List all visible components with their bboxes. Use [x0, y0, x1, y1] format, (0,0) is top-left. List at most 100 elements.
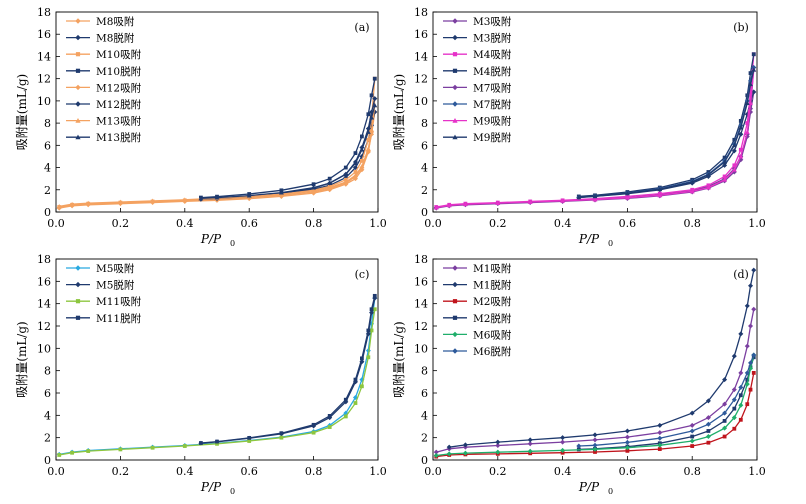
data-point	[353, 377, 358, 382]
y-tick-label: 18	[414, 253, 428, 266]
x-axis-title: P/P	[200, 232, 222, 246]
legend-item: M13脱附	[66, 131, 142, 144]
data-point	[690, 434, 695, 439]
x-tick-label: 0.6	[240, 465, 258, 478]
y-tick-label: 10	[37, 95, 51, 108]
y-tick-label: 6	[421, 139, 428, 152]
x-tick-label: 0.2	[489, 465, 507, 478]
data-point	[722, 410, 728, 416]
data-point	[748, 71, 753, 76]
legend-item: M9吸附	[443, 115, 512, 128]
data-point	[689, 428, 695, 434]
y-tick-label: 6	[44, 139, 51, 152]
x-tick-label: 0.0	[47, 217, 65, 230]
series-6	[198, 96, 378, 202]
x-tick-label: 0.4	[554, 217, 572, 230]
panel-label: (b)	[733, 21, 749, 34]
data-point	[85, 200, 91, 206]
data-point	[738, 370, 744, 376]
legend-label: M7脱附	[473, 98, 512, 111]
data-point	[360, 158, 364, 163]
legend-marker	[75, 68, 81, 73]
series-6	[576, 65, 757, 200]
data-point	[311, 422, 316, 427]
y-tick-label: 2	[44, 432, 51, 445]
data-point	[657, 442, 663, 448]
y-tick-label: 12	[414, 320, 428, 333]
data-point	[279, 435, 284, 440]
y-tick-label: 4	[421, 409, 428, 422]
data-point	[372, 96, 378, 102]
data-point	[705, 434, 711, 440]
legend-label: M5吸附	[96, 262, 135, 275]
data-point	[731, 148, 737, 154]
x-tick-label: 0.4	[176, 465, 194, 478]
series-1	[433, 306, 757, 455]
data-point	[327, 185, 333, 190]
x-tick-label: 0.8	[683, 217, 701, 230]
y-tick-label: 0	[421, 206, 428, 219]
legend-marker	[452, 299, 458, 304]
legend: M8吸附 M8脱附 M10吸附 M10脱附 M12吸附 M12脱附 M13吸附 M13脱附	[66, 15, 142, 144]
legend-marker	[452, 281, 458, 288]
data-point	[182, 197, 188, 202]
data-point	[592, 197, 598, 202]
data-point	[624, 434, 630, 440]
legend-item: M8吸附	[66, 15, 135, 28]
data-point	[738, 402, 744, 408]
legend-label: M1脱附	[473, 279, 512, 292]
data-point	[731, 167, 737, 172]
data-point	[560, 435, 566, 441]
data-point	[689, 189, 695, 194]
data-point	[748, 100, 753, 106]
data-point	[744, 303, 750, 309]
y-tick-label: 18	[37, 6, 51, 19]
x-tick-label: 0.0	[424, 465, 442, 478]
legend-marker	[75, 101, 81, 107]
legend-item: M12吸附	[66, 81, 142, 94]
x-tick-label: 0.2	[112, 217, 130, 230]
data-point	[748, 283, 754, 289]
data-point	[576, 194, 582, 200]
legend: M3吸附 M3脱附 M4吸附 M4脱附 M7吸附 M7脱附 M9吸附 M9脱附	[443, 15, 512, 144]
y-tick-label: 0	[44, 454, 51, 467]
data-point	[560, 198, 565, 203]
x-axis-title: P/P	[578, 480, 600, 494]
data-point	[369, 115, 374, 120]
legend-item: M4脱附	[443, 65, 512, 78]
legend-marker	[452, 18, 458, 24]
y-tick-label: 14	[37, 298, 51, 311]
legend-marker	[452, 101, 458, 107]
legend-marker	[452, 265, 458, 271]
legend-marker	[452, 348, 458, 354]
data-point	[705, 415, 711, 421]
series-4	[199, 293, 377, 445]
data-point	[182, 444, 187, 448]
legend-marker	[75, 52, 81, 57]
panel-label: (a)	[354, 21, 369, 34]
data-point	[732, 163, 737, 168]
data-point	[527, 437, 533, 443]
data-point	[751, 371, 756, 375]
series-3	[434, 371, 756, 459]
data-point	[738, 331, 744, 337]
data-point	[198, 196, 204, 201]
data-point	[118, 199, 123, 204]
data-point	[722, 174, 727, 179]
legend-label: M6吸附	[473, 328, 512, 341]
data-point	[495, 449, 501, 455]
data-point	[353, 172, 358, 178]
data-point	[463, 201, 468, 207]
legend-marker	[75, 134, 81, 140]
data-point	[279, 431, 284, 436]
data-point	[372, 76, 377, 81]
data-point	[343, 165, 348, 170]
data-point	[327, 425, 332, 429]
legend-label: M11吸附	[96, 295, 142, 308]
data-point	[657, 435, 663, 441]
data-point	[689, 179, 695, 184]
data-point	[366, 112, 371, 117]
chart-panel-3: 0 2 4 6 8 10 12 14 16 18 0.0 0.2 0.4 0.6 0.8 1.0 吸附量(mL/…	[15, 253, 387, 496]
y-axis-title: 吸附量(mL/g)	[392, 74, 406, 150]
panel-label: (d)	[733, 268, 749, 281]
